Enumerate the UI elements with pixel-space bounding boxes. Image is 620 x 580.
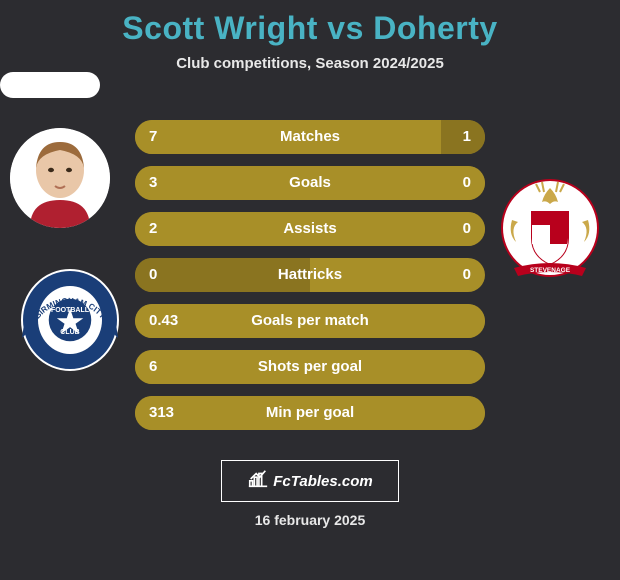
stat-row: 313Min per goal bbox=[135, 396, 485, 430]
stat-label: Min per goal bbox=[135, 396, 485, 430]
svg-text:CLUB: CLUB bbox=[60, 329, 79, 336]
stat-row: 30Goals bbox=[135, 166, 485, 200]
stat-label: Goals bbox=[135, 166, 485, 200]
club-right-crest: STEVENAGE bbox=[500, 178, 600, 278]
stat-label: Assists bbox=[135, 212, 485, 246]
brand-badge: FcTables.com bbox=[221, 460, 399, 502]
page-subtitle: Club competitions, Season 2024/2025 bbox=[0, 55, 620, 72]
svg-text:FOOTBALL: FOOTBALL bbox=[51, 307, 90, 314]
stat-row: 00Hattricks bbox=[135, 258, 485, 292]
svg-text:STEVENAGE: STEVENAGE bbox=[530, 267, 571, 274]
stat-label: Goals per match bbox=[135, 304, 485, 338]
brand-text: FcTables.com bbox=[273, 473, 372, 490]
club-left-crest: FOOTBALL CLUB BIRMINGHAM CITY · 1875 · bbox=[20, 260, 120, 390]
stat-row: 20Assists bbox=[135, 212, 485, 246]
stat-label: Hattricks bbox=[135, 258, 485, 292]
stat-row: 6Shots per goal bbox=[135, 350, 485, 384]
date-line: 16 february 2025 bbox=[0, 512, 620, 528]
page-title: Scott Wright vs Doherty bbox=[0, 0, 620, 47]
stats-comparison: 71Matches 30Goals 20Assists 00Hattricks 0.43… bbox=[135, 120, 485, 442]
stat-row: 71Matches bbox=[135, 120, 485, 154]
player-right-avatar bbox=[0, 72, 100, 98]
svg-text:· 1875 ·: · 1875 · bbox=[56, 353, 84, 362]
chart-icon bbox=[247, 468, 269, 495]
player-left-avatar bbox=[10, 128, 110, 228]
stat-label: Shots per goal bbox=[135, 350, 485, 384]
stat-row: 0.43Goals per match bbox=[135, 304, 485, 338]
stat-label: Matches bbox=[135, 120, 485, 154]
